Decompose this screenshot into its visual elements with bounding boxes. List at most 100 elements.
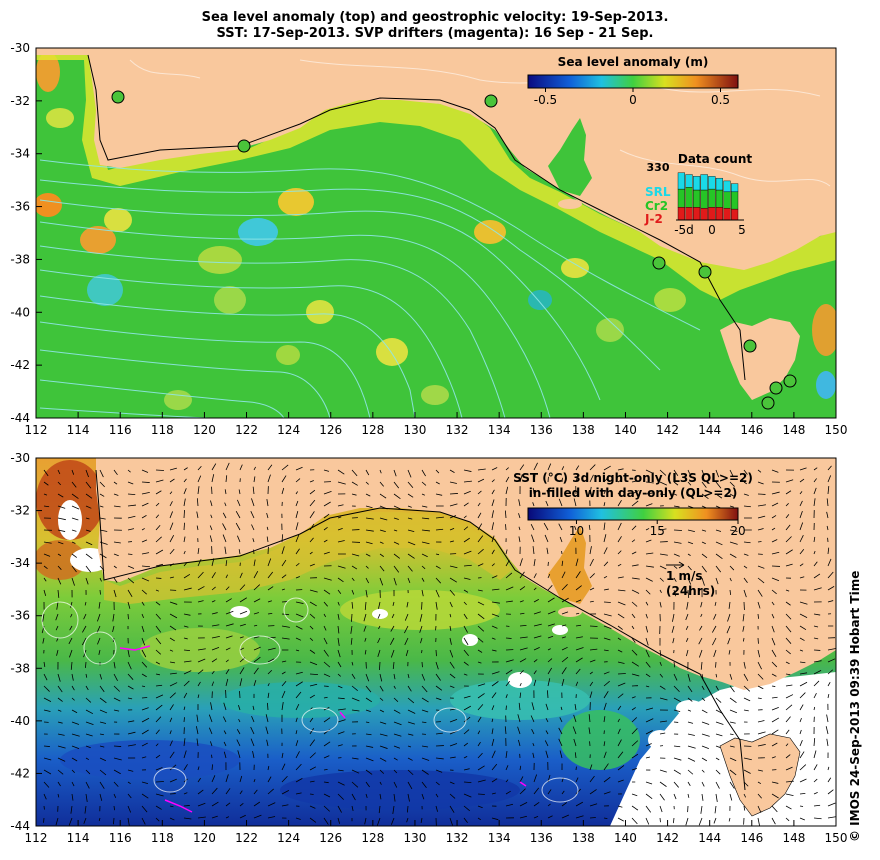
velocity-arrow bbox=[533, 801, 540, 807]
velocity-arrow bbox=[309, 625, 314, 630]
velocity-arrow bbox=[169, 613, 178, 619]
velocity-arrow bbox=[729, 481, 735, 487]
velocity-arrow bbox=[743, 553, 749, 556]
velocity-arrow bbox=[211, 801, 219, 807]
velocity-arrow bbox=[631, 696, 636, 699]
count-bar-j-2 bbox=[731, 208, 739, 221]
velocity-arrow bbox=[183, 625, 189, 628]
velocity-arrow bbox=[407, 793, 410, 802]
velocity-arrow bbox=[799, 467, 807, 471]
velocity-arrow bbox=[393, 757, 398, 761]
velocity-arrow bbox=[757, 793, 762, 799]
velocity-arrow bbox=[589, 764, 593, 771]
velocity-arrow bbox=[169, 522, 174, 531]
velocity-arrow bbox=[617, 817, 624, 822]
velocity-arrow bbox=[701, 757, 708, 762]
velocity-arrow bbox=[365, 529, 374, 532]
velocity-arrow bbox=[558, 727, 563, 735]
velocity-arrow bbox=[407, 493, 414, 498]
velocity-arrow bbox=[728, 817, 731, 822]
velocity-arrow bbox=[799, 613, 808, 618]
velocity-arrow bbox=[239, 636, 244, 639]
velocity-arrow bbox=[435, 757, 444, 760]
velocity-arrow bbox=[673, 661, 676, 668]
velocity-arrow bbox=[71, 745, 80, 749]
velocity-arrow bbox=[155, 704, 163, 711]
velocity-arrow bbox=[351, 613, 353, 622]
velocity-arrow bbox=[295, 691, 302, 699]
velocity-arrow bbox=[211, 474, 215, 483]
velocity-arrow bbox=[547, 815, 553, 819]
velocity-arrow bbox=[673, 793, 677, 800]
velocity-arrow bbox=[575, 624, 582, 627]
velocity-arrow bbox=[603, 817, 608, 820]
velocity-arrow bbox=[826, 511, 829, 519]
velocity-arrow bbox=[785, 805, 792, 810]
velocity-arrow bbox=[141, 649, 147, 658]
y-tick-label: -30 bbox=[10, 451, 30, 465]
velocity-arrow bbox=[673, 469, 679, 476]
velocity-arrow bbox=[477, 523, 483, 531]
velocity-arrow bbox=[309, 661, 318, 666]
velocity-arrow bbox=[561, 802, 568, 807]
velocity-arrow bbox=[43, 565, 48, 570]
velocity-arrow bbox=[713, 649, 717, 658]
velocity-arrow bbox=[85, 505, 92, 509]
velocity-arrow bbox=[589, 659, 596, 663]
velocity-arrow bbox=[757, 528, 764, 531]
velocity-scale-label: 1 m/s bbox=[666, 569, 703, 583]
velocity-arrow bbox=[547, 623, 555, 627]
velocity-arrow bbox=[183, 478, 187, 483]
velocity-arrow bbox=[98, 649, 101, 655]
velocity-arrow bbox=[57, 709, 62, 712]
velocity-arrow bbox=[337, 817, 341, 824]
velocity-arrow bbox=[250, 726, 255, 735]
velocity-arrow bbox=[57, 769, 64, 775]
velocity-arrow bbox=[785, 743, 789, 747]
velocity-arrow bbox=[700, 805, 703, 814]
velocity-arrow bbox=[603, 791, 611, 795]
velocity-arrow bbox=[281, 660, 287, 663]
velocity-arrow bbox=[729, 721, 736, 724]
velocity-arrow bbox=[673, 757, 682, 761]
y-tick-label: -32 bbox=[10, 504, 30, 518]
velocity-arrow bbox=[463, 661, 469, 666]
velocity-arrow bbox=[155, 684, 163, 687]
velocity-arrow bbox=[771, 539, 778, 543]
velocity-arrow bbox=[211, 612, 218, 615]
sla-plot-frame bbox=[35, 47, 837, 419]
velocity-arrow bbox=[701, 529, 707, 532]
velocity-arrow bbox=[477, 637, 484, 643]
velocity-arrow bbox=[323, 741, 331, 747]
velocity-arrow bbox=[197, 571, 204, 579]
velocity-arrow bbox=[196, 511, 199, 519]
velocity-arrow bbox=[169, 704, 174, 711]
velocity-arrow bbox=[196, 498, 199, 507]
velocity-arrow bbox=[519, 658, 527, 663]
velocity-arrow bbox=[449, 613, 452, 618]
velocity-arrow bbox=[337, 793, 344, 800]
velocity-arrow bbox=[799, 792, 806, 795]
colorbar-tick-label: -0.5 bbox=[534, 93, 557, 107]
velocity-arrow bbox=[659, 577, 664, 582]
velocity-arrow bbox=[197, 681, 201, 687]
velocity-arrow bbox=[406, 817, 409, 823]
velocity-arrow bbox=[281, 763, 286, 771]
velocity-arrow bbox=[561, 477, 563, 483]
velocity-arrow bbox=[127, 649, 130, 658]
velocity-arrow bbox=[631, 753, 639, 759]
velocity-arrow bbox=[785, 503, 789, 507]
velocity-arrow bbox=[281, 671, 286, 675]
velocity-arrow bbox=[365, 577, 370, 584]
velocity-arrow bbox=[530, 715, 535, 723]
velocity-arrow bbox=[281, 775, 288, 783]
velocity-arrow bbox=[169, 511, 173, 519]
x-tick-label: 118 bbox=[151, 831, 174, 845]
velocity-arrow bbox=[365, 517, 374, 520]
velocity-arrow bbox=[393, 481, 400, 489]
velocity-arrow bbox=[701, 769, 705, 773]
velocity-arrow bbox=[309, 766, 317, 771]
velocity-arrow bbox=[169, 548, 175, 555]
velocity-arrow bbox=[267, 788, 274, 795]
velocity-arrow bbox=[785, 780, 794, 783]
